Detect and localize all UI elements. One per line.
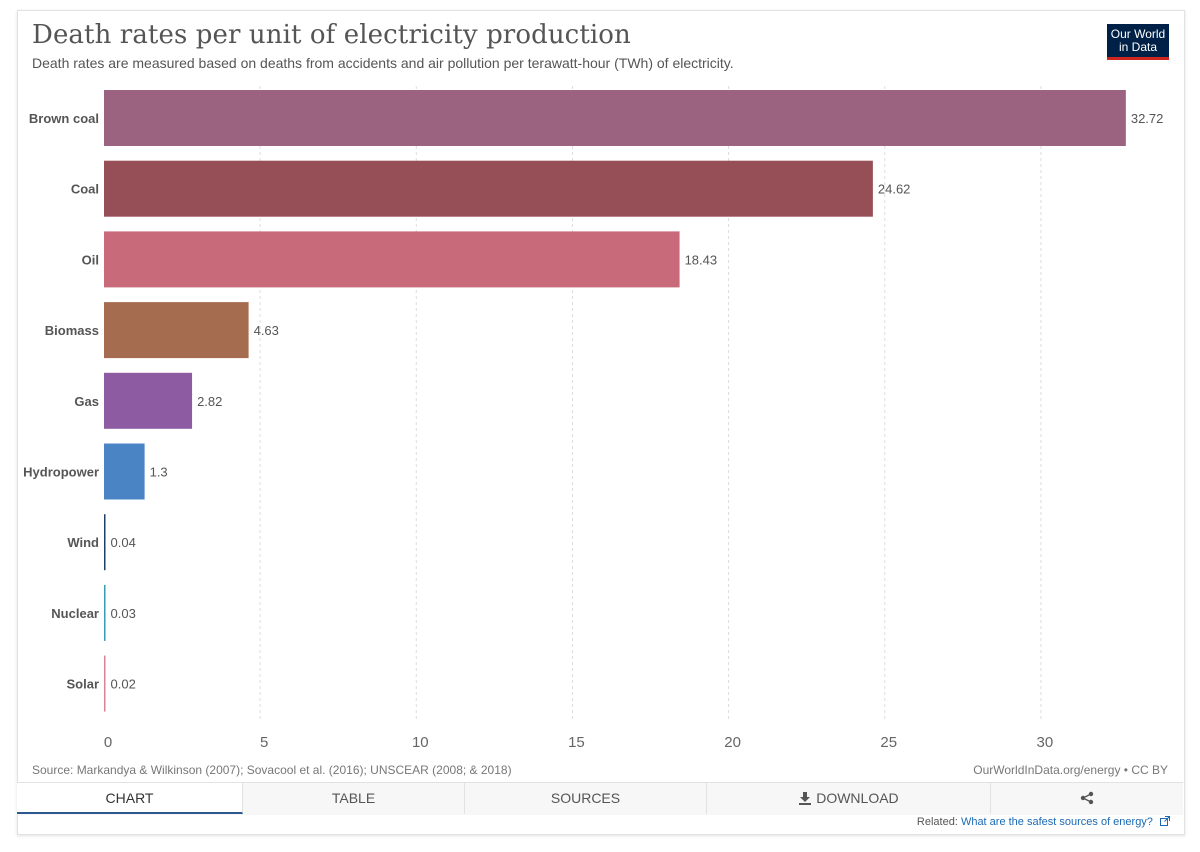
- grid-lines: [259, 86, 1042, 722]
- value-labels: 32.72 24.62 18.43 4.63 2.82 1.3 0.04 0.03 0.02: [111, 111, 1164, 692]
- license-note[interactable]: OurWorldInData.org/energy • CC BY: [973, 763, 1168, 777]
- value-label: 24.62: [878, 182, 911, 197]
- category-label: Solar: [66, 677, 99, 692]
- bar-biomass[interactable]: [104, 302, 249, 359]
- chart-frame: [17, 10, 1185, 835]
- x-axis-ticks: 0 5 10 15 20 25 30: [104, 734, 1053, 751]
- bar-nuclear[interactable]: [104, 584, 106, 641]
- x-tick-label: 20: [724, 734, 741, 751]
- category-labels: Brown coal Coal Oil Biomass Gas Hydropower Win…: [23, 111, 99, 692]
- tab-table-label: TABLE: [331, 790, 376, 806]
- category-label: Hydropower: [23, 465, 99, 480]
- tab-sources[interactable]: SOURCES: [465, 783, 707, 814]
- tab-bar: CHART TABLE SOURCES DOWNLOAD: [17, 782, 1183, 815]
- share-icon: [1080, 791, 1094, 805]
- category-label: Nuclear: [51, 606, 99, 621]
- x-tick-label: 10: [412, 734, 429, 751]
- category-label: Brown coal: [29, 111, 99, 126]
- tab-share[interactable]: [991, 783, 1183, 814]
- logo-line2: in Data: [1118, 40, 1158, 54]
- bar-chart: Brown coal Coal Oil Biomass Gas Hydropower Win…: [23, 86, 1164, 751]
- tab-sources-label: SOURCES: [550, 790, 621, 806]
- tab-chart[interactable]: CHART: [17, 783, 243, 814]
- tab-download[interactable]: DOWNLOAD: [707, 783, 991, 814]
- category-label: Biomass: [45, 323, 99, 338]
- bar-solar[interactable]: [104, 655, 106, 712]
- x-tick-label: 0: [104, 734, 112, 751]
- value-label: 4.63: [254, 323, 279, 338]
- value-label: 18.43: [685, 252, 718, 267]
- value-label: 0.02: [111, 677, 136, 692]
- bar-oil[interactable]: [104, 231, 680, 288]
- category-label: Coal: [71, 182, 99, 197]
- value-label: 32.72: [1131, 111, 1164, 126]
- related-link-row: Related: What are the safest sources of …: [917, 816, 1170, 828]
- bar-brown-coal[interactable]: [104, 90, 1126, 146]
- external-link-icon: [1160, 816, 1170, 826]
- logo-line1: Our World: [1110, 27, 1166, 41]
- bar-hydropower[interactable]: [104, 443, 145, 500]
- category-label: Wind: [67, 535, 99, 550]
- bar-coal[interactable]: [104, 160, 873, 217]
- value-label: 2.82: [197, 394, 222, 409]
- x-tick-label: 25: [880, 734, 897, 751]
- x-tick-label: 5: [260, 734, 268, 751]
- chart-subtitle: Death rates are measured based on deaths…: [32, 55, 734, 71]
- source-note: Source: Markandya & Wilkinson (2007); So…: [32, 763, 512, 777]
- tab-chart-label: CHART: [105, 790, 154, 806]
- bar-wind[interactable]: [104, 514, 106, 571]
- category-label: Gas: [74, 394, 99, 409]
- bar-gas[interactable]: [104, 372, 193, 429]
- owid-logo[interactable]: Our World in Data: [1107, 24, 1169, 60]
- chart-title: Death rates per unit of electricity prod…: [32, 20, 631, 50]
- x-tick-label: 30: [1037, 734, 1054, 751]
- x-tick-label: 15: [568, 734, 585, 751]
- download-icon: [799, 792, 812, 805]
- related-label: Related:: [916, 816, 958, 828]
- tab-download-label: DOWNLOAD: [816, 790, 899, 806]
- value-label: 0.04: [111, 535, 136, 550]
- related-link[interactable]: What are the safest sources of energy?: [960, 816, 1153, 828]
- category-label: Oil: [82, 252, 99, 267]
- value-label: 1.3: [150, 465, 168, 480]
- value-label: 0.03: [111, 606, 136, 621]
- bars: [104, 90, 1126, 712]
- tab-table[interactable]: TABLE: [243, 783, 465, 814]
